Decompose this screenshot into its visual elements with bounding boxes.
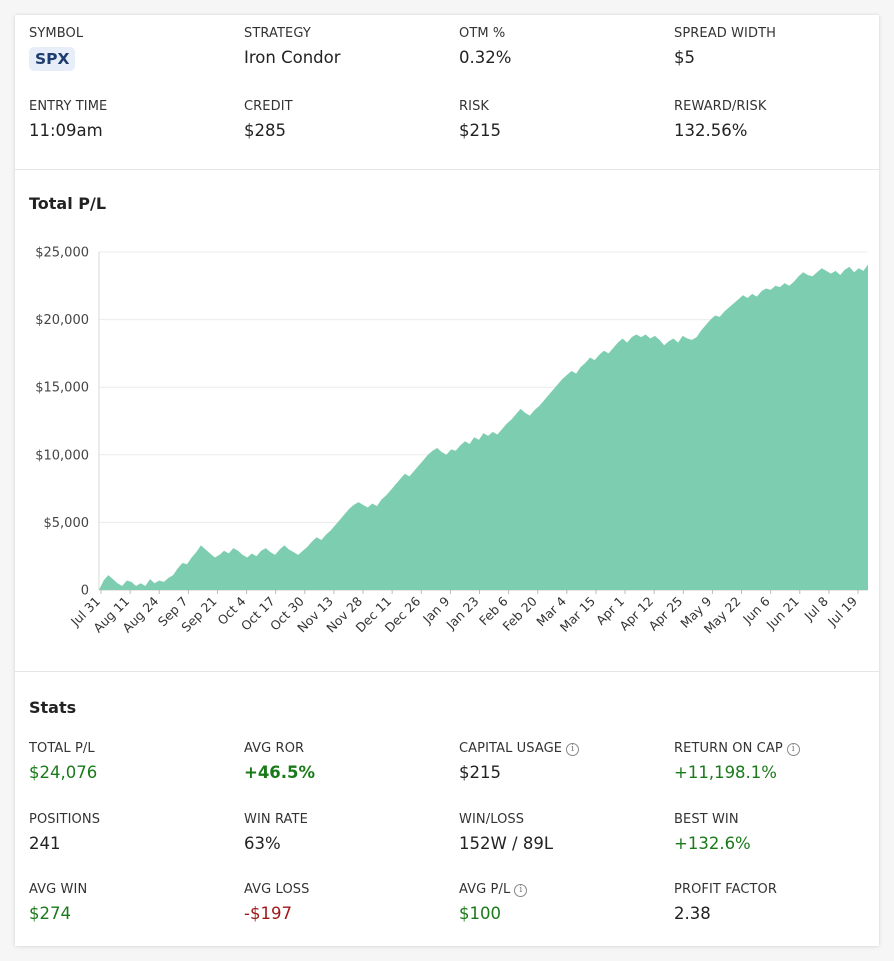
- x-tick-label: Jan 23: [443, 594, 482, 633]
- return-on-cap-cell: RETURN ON CAP i +11,198.1%: [674, 741, 889, 782]
- x-tick-label: Jun 21: [763, 594, 802, 633]
- credit-label: CREDIT: [244, 99, 293, 114]
- y-tick-label: $15,000: [35, 381, 89, 396]
- entry-time-value: 11:09am: [29, 121, 103, 140]
- spread-width-cell: SPREAD WIDTH $5: [674, 26, 889, 67]
- capital-usage-label: CAPITAL USAGE: [459, 741, 563, 756]
- best-win-value: +132.6%: [674, 834, 751, 853]
- avg-pl-cell: AVG P/L i $100: [459, 882, 674, 923]
- info-icon[interactable]: i: [786, 743, 800, 756]
- avg-win-cell: AVG WIN $274: [29, 882, 244, 923]
- total-pl-cell: TOTAL P/L $24,076: [29, 741, 244, 782]
- positions-value: 241: [29, 834, 61, 853]
- best-win-cell: BEST WIN +132.6%: [674, 812, 889, 853]
- otm-label: OTM %: [459, 26, 506, 41]
- total-pl-label: TOTAL P/L: [29, 741, 95, 756]
- win-rate-label: WIN RATE: [244, 812, 308, 827]
- capital-usage-cell: CAPITAL USAGE i $215: [459, 741, 674, 782]
- y-tick-label: $10,000: [35, 448, 89, 463]
- strategy-label: STRATEGY: [244, 26, 311, 41]
- backtest-card: SYMBOL SPX STRATEGY Iron Condor OTM % 0.…: [15, 15, 879, 946]
- return-on-cap-value: +11,198.1%: [674, 763, 777, 782]
- return-on-cap-label: RETURN ON CAP: [674, 741, 783, 756]
- reward-risk-cell: REWARD/RISK 132.56%: [674, 99, 889, 140]
- avg-pl-label-row: AVG P/L i: [459, 882, 674, 897]
- symbol-label: SYMBOL: [29, 26, 84, 41]
- pl-area[interactable]: [99, 264, 868, 590]
- avg-loss-label: AVG LOSS: [244, 882, 310, 897]
- strategy-value: Iron Condor: [244, 48, 341, 67]
- credit-cell: CREDIT $285: [244, 99, 459, 140]
- win-loss-value: 152W / 89L: [459, 834, 554, 853]
- otm-cell: OTM % 0.32%: [459, 26, 674, 67]
- avg-ror-value: +46.5%: [244, 763, 316, 782]
- avg-pl-label: AVG P/L: [459, 882, 511, 897]
- reward-risk-value: 132.56%: [674, 121, 748, 140]
- avg-win-value: $274: [29, 904, 71, 923]
- return-on-cap-label-row: RETURN ON CAP i: [674, 741, 889, 756]
- strategy-cell: STRATEGY Iron Condor: [244, 26, 459, 67]
- otm-value: 0.32%: [459, 48, 512, 67]
- capital-usage-value: $215: [459, 763, 501, 782]
- avg-pl-value: $100: [459, 904, 501, 923]
- risk-label: RISK: [459, 99, 490, 114]
- divider: [15, 671, 879, 672]
- spread-width-label: SPREAD WIDTH: [674, 26, 776, 41]
- risk-cell: RISK $215: [459, 99, 674, 140]
- avg-win-label: AVG WIN: [29, 882, 88, 897]
- profit-factor-cell: PROFIT FACTOR 2.38: [674, 882, 889, 923]
- y-tick-label: $25,000: [35, 246, 89, 261]
- reward-risk-label: REWARD/RISK: [674, 99, 767, 114]
- credit-value: $285: [244, 121, 286, 140]
- best-win-label: BEST WIN: [674, 812, 739, 827]
- y-tick-label: $20,000: [35, 313, 89, 328]
- info-icon[interactable]: i: [514, 884, 528, 897]
- win-loss-label: WIN/LOSS: [459, 812, 525, 827]
- x-tick-label: Jul 19: [824, 593, 860, 629]
- entry-time-cell: ENTRY TIME 11:09am: [29, 99, 244, 140]
- win-loss-cell: WIN/LOSS 152W / 89L: [459, 812, 674, 853]
- avg-ror-label: AVG ROR: [244, 741, 305, 756]
- positions-cell: POSITIONS 241: [29, 812, 244, 853]
- divider: [15, 169, 879, 170]
- info-icon[interactable]: i: [566, 743, 580, 756]
- pl-area-series: [99, 264, 868, 590]
- risk-value: $215: [459, 121, 501, 140]
- total-pl-chart[interactable]: $25,000 $20,000 $15,000 $10,000 $5,000 0 Jul …: [15, 235, 879, 675]
- stats-title: Stats: [29, 698, 77, 717]
- y-tick-label: 0: [81, 584, 89, 599]
- avg-loss-cell: AVG LOSS -$197: [244, 882, 459, 923]
- profit-factor-value: 2.38: [674, 904, 711, 923]
- y-tick-label: $5,000: [44, 516, 90, 531]
- capital-usage-label-row: CAPITAL USAGE i: [459, 741, 674, 756]
- win-rate-cell: WIN RATE 63%: [244, 812, 459, 853]
- win-rate-value: 63%: [244, 834, 281, 853]
- spread-width-value: $5: [674, 48, 695, 67]
- profit-factor-label: PROFIT FACTOR: [674, 882, 778, 897]
- entry-time-label: ENTRY TIME: [29, 99, 108, 114]
- positions-label: POSITIONS: [29, 812, 101, 827]
- y-axis: $25,000 $20,000 $15,000 $10,000 $5,000 0: [35, 246, 100, 599]
- chart-title: Total P/L: [29, 194, 107, 213]
- symbol-cell: SYMBOL SPX: [29, 26, 244, 71]
- avg-ror-cell: AVG ROR +46.5%: [244, 741, 459, 782]
- avg-loss-value: -$197: [244, 904, 292, 923]
- total-pl-value: $24,076: [29, 763, 98, 782]
- symbol-badge[interactable]: SPX: [29, 47, 76, 71]
